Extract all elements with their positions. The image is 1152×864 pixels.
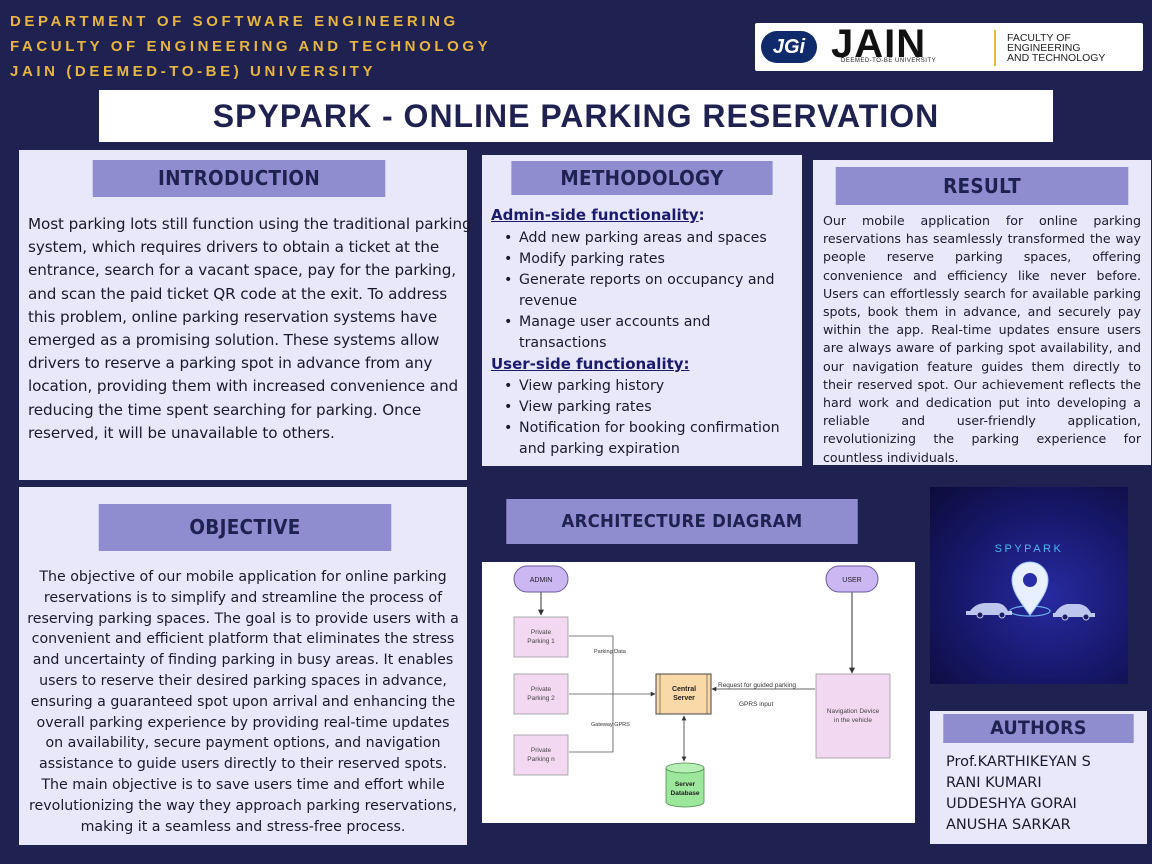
- navigation-device-node: [815, 673, 891, 759]
- central-server-node: [655, 673, 712, 715]
- author-name: RANI KUMARI: [946, 775, 1042, 791]
- private-parking-1-node: [513, 616, 569, 658]
- introduction-text: Most parking lots still function using t…: [28, 215, 472, 442]
- parking-2-line-1: Private: [531, 686, 552, 693]
- admin-functionality-list: Add new parking areas and spaces Modify …: [502, 228, 798, 354]
- result-panel: RESULT Our mobile application for online…: [813, 160, 1151, 465]
- result-text: Our mobile application for online parkin…: [823, 213, 1141, 465]
- list-item: Modify parking rates: [502, 249, 798, 270]
- parking-n-line-1: Private: [531, 747, 552, 754]
- navigation-line-2: in the vehicle: [834, 717, 872, 724]
- objective-panel: OBJECTIVE The objective of our mobile ap…: [19, 487, 467, 845]
- authors-panel: AUTHORS Prof.KARTHIKEYAN S RANI KUMARI U…: [930, 711, 1147, 844]
- private-parking-n-node: [513, 734, 569, 776]
- request-label: Request for guided parking: [718, 682, 796, 689]
- jgi-logo: JGi: [761, 31, 817, 63]
- parking-n-line-2: Parking n: [527, 756, 555, 763]
- list-item: Add new parking areas and spaces: [502, 228, 798, 249]
- spypark-logo-image: SPYPARK: [930, 487, 1128, 684]
- faculty-line: FACULTY OF ENGINEERING AND TECHNOLOGY: [10, 38, 492, 55]
- department-line: DEPARTMENT OF SOFTWARE ENGINEERING: [10, 13, 459, 30]
- list-item: Generate reports on occupancy and revenu…: [502, 270, 798, 312]
- admin-functionality-title: Admin-side functionality:: [491, 206, 705, 224]
- gprs-input-label: GPRS input: [739, 701, 774, 708]
- authors-list: Prof.KARTHIKEYAN S RANI KUMARI UDDESHYA …: [946, 752, 1091, 836]
- poster-title-box: SPYPARK - ONLINE PARKING RESERVATION: [99, 90, 1053, 142]
- parking-data-label: Parking Data: [594, 649, 627, 655]
- private-parking-2-node: [513, 673, 569, 715]
- user-functionality-list: View parking history View parking rates …: [502, 376, 798, 460]
- jain-wordmark: JAIN: [831, 22, 927, 66]
- admin-node: [513, 565, 569, 593]
- list-item: View parking rates: [502, 397, 798, 418]
- car-silhouette-icon: [966, 603, 1095, 621]
- methodology-heading: METHODOLOGY: [511, 161, 773, 195]
- methodology-panel: METHODOLOGY Admin-side functionality: Ad…: [482, 155, 802, 466]
- author-name: Prof.KARTHIKEYAN S: [946, 754, 1091, 770]
- parking-1-line-1: Private: [531, 629, 552, 636]
- spypark-label: SPYPARK: [995, 543, 1064, 555]
- authors-heading: AUTHORS: [943, 714, 1134, 743]
- server-database-node: [665, 762, 705, 808]
- gateway-gprs-label: Gateway GPRS: [591, 722, 630, 728]
- database-line-1: Server: [675, 781, 696, 788]
- parking-2-line-2: Parking 2: [527, 695, 555, 702]
- author-name: UDDESHYA GORAI: [946, 796, 1077, 812]
- navigation-line-1: Navigation Device: [827, 708, 880, 715]
- objective-heading: OBJECTIVE: [98, 504, 392, 551]
- author-name: ANUSHA SARKAR: [946, 817, 1071, 833]
- location-pin-icon: [1009, 561, 1051, 617]
- user-functionality-title: User-side functionality:: [491, 355, 690, 373]
- list-item: Notification for booking confirmation an…: [502, 418, 798, 460]
- user-label: USER: [842, 577, 861, 584]
- admin-label: ADMIN: [530, 577, 553, 584]
- university-logo: JGi JAIN DEEMED-TO-BE UNIVERSITY FACULTY…: [755, 23, 1143, 71]
- introduction-heading: INTRODUCTION: [92, 160, 386, 197]
- architecture-diagram: ADMIN USER Private Parking 1 Private Par…: [482, 562, 915, 823]
- server-line-2: Server: [673, 695, 695, 702]
- list-item: Manage user accounts and transactions: [502, 312, 798, 354]
- user-node: [825, 565, 879, 593]
- parking-1-line-2: Parking 1: [527, 638, 555, 645]
- logo-divider: [994, 30, 996, 66]
- poster-title: SPYPARK - ONLINE PARKING RESERVATION: [212, 98, 940, 134]
- university-line: JAIN (DEEMED-TO-BE) UNIVERSITY: [10, 63, 377, 80]
- objective-text: The objective of our mobile application …: [27, 569, 459, 835]
- result-heading: RESULT: [835, 167, 1129, 205]
- list-item: View parking history: [502, 376, 798, 397]
- architecture-heading: ARCHITECTURE DIAGRAM: [506, 499, 858, 544]
- architecture-diagram-svg: ADMIN USER Private Parking 1 Private Par…: [513, 565, 891, 808]
- database-line-2: Database: [671, 790, 700, 797]
- introduction-panel: INTRODUCTION Most parking lots still fun…: [19, 150, 472, 480]
- jain-subtitle: DEEMED-TO-BE UNIVERSITY: [841, 58, 937, 64]
- faculty-logo-text: FACULTY OF ENGINEERING AND TECHNOLOGY: [1007, 32, 1106, 64]
- server-line-1: Central: [672, 686, 696, 693]
